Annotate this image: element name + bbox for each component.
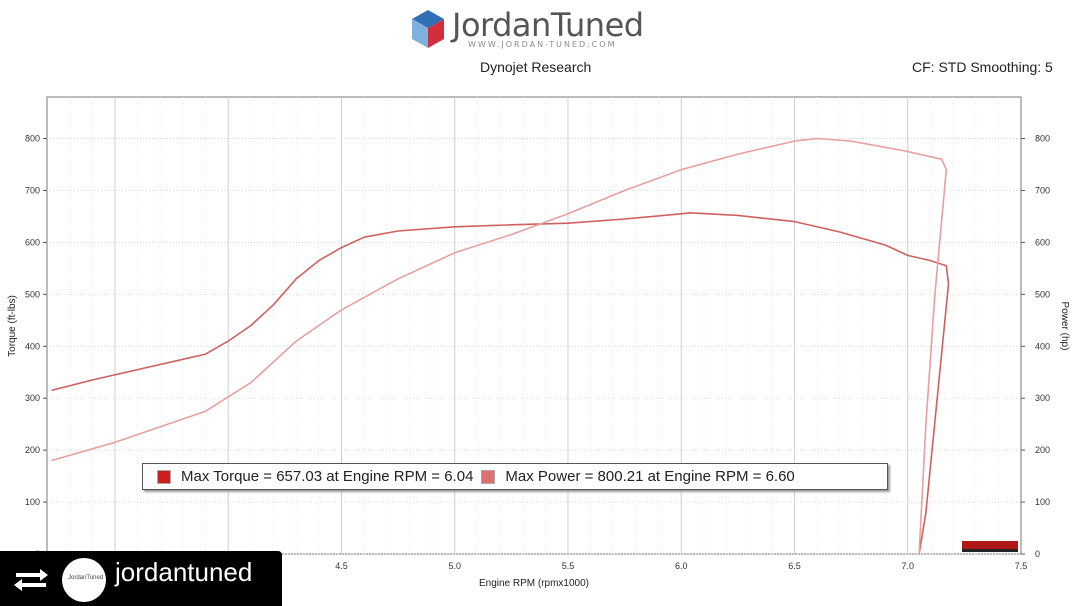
x-tick-label: 7.0 xyxy=(901,561,914,571)
y2-tick-label: 500 xyxy=(1035,289,1050,299)
y2-axis-label: Power (hp) xyxy=(1059,302,1070,351)
legend-entry-torque: Max Torque = 657.03 at Engine RPM = 6.04 xyxy=(157,468,473,485)
y-tick-label: 600 xyxy=(25,237,40,247)
y2-tick-label: 400 xyxy=(1035,341,1050,351)
x-axis-label: Engine RPM (rpmx1000) xyxy=(479,578,589,589)
repost-icon xyxy=(14,569,48,591)
x-tick-label: 4.5 xyxy=(335,561,348,571)
legend-swatch-torque xyxy=(157,469,171,484)
legend-swatch-power xyxy=(481,469,496,484)
data-lines xyxy=(51,137,950,555)
y2-tick-label: 0 xyxy=(1035,549,1040,559)
y-tick-label: 200 xyxy=(25,445,40,455)
logo-text: JordanTuned xyxy=(452,6,644,44)
y2-tick-label: 300 xyxy=(1035,393,1050,403)
y-tick-label: 400 xyxy=(25,341,40,351)
y2-tick-label: 100 xyxy=(1035,497,1050,507)
avatar-text: JordanTuned xyxy=(68,575,104,581)
legend-label-torque: Max Torque = 657.03 at Engine RPM = 6.04 xyxy=(181,468,474,485)
y2-tick-label: 200 xyxy=(1035,445,1050,455)
y-axis-label: Torque (ft-lbs) xyxy=(7,295,18,357)
y2-tick-label: 600 xyxy=(1035,237,1050,247)
y-tick-label: 500 xyxy=(25,289,40,299)
y2-tick-label: 800 xyxy=(1035,134,1050,144)
y-tick-label: 100 xyxy=(25,497,40,507)
y-tick-label: 300 xyxy=(25,393,40,403)
dynojet-watermark-icon xyxy=(962,541,1018,552)
series-line-power xyxy=(51,137,948,555)
y-tick-label: 800 xyxy=(25,134,40,144)
logo-icon xyxy=(412,10,444,48)
y-tick-label: 700 xyxy=(25,185,40,195)
x-tick-label: 6.5 xyxy=(788,561,801,571)
logo-subtext: WWW.JORDAN-TUNED.COM xyxy=(468,40,617,49)
x-tick-label: 7.5 xyxy=(1015,561,1028,571)
avatar[interactable]: JordanTuned xyxy=(62,558,106,602)
legend-label-power: Max Power = 800.21 at Engine RPM = 6.60 xyxy=(505,468,795,485)
repost-badge: JordanTuned jordantuned xyxy=(0,551,282,606)
x-tick-label: 6.0 xyxy=(675,561,688,571)
chart-legend: Max Torque = 657.03 at Engine RPM = 6.04… xyxy=(142,463,888,490)
tick-labels: 4.5 5.0 5.5 6.0 6.5 7.0 7.5 0 100 200 300 400 500 600… xyxy=(25,134,1050,571)
legend-entry-power: Max Power = 800.21 at Engine RPM = 6.60 xyxy=(481,468,795,485)
chart-subtitle: Dynojet Research xyxy=(480,59,592,75)
x-tick-label: 5.5 xyxy=(562,561,575,571)
username[interactable]: jordantuned xyxy=(115,557,253,587)
x-tick-label: 5.0 xyxy=(448,561,461,571)
y2-tick-label: 700 xyxy=(1035,185,1050,195)
correction-factor: CF: STD Smoothing: 5 xyxy=(912,59,1053,75)
